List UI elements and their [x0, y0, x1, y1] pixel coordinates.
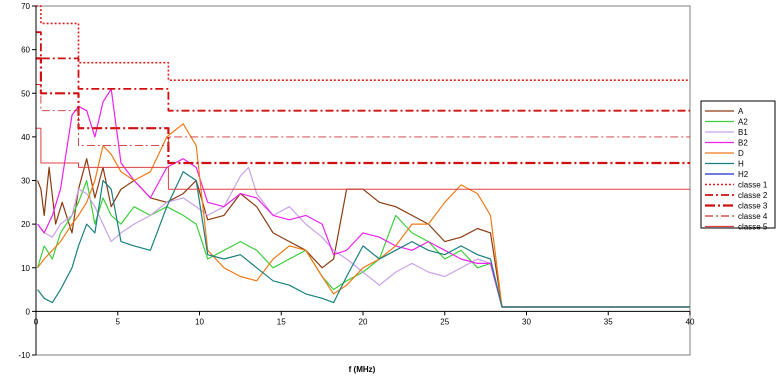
x-axis-title: f (MHz) [349, 365, 376, 374]
y-tick-label: 10 [21, 264, 30, 273]
x-tick-label: 30 [522, 317, 531, 326]
series-line-b1 [37, 166, 690, 308]
x-tick-label: 40 [686, 317, 695, 326]
legend-label: H2 [738, 170, 749, 179]
legend-label: classe 5 [738, 223, 768, 232]
y-tick-label: 40 [21, 133, 30, 142]
y-tick-label: 0 [26, 307, 31, 316]
legend-box [700, 100, 776, 229]
x-tick-label: 20 [359, 317, 368, 326]
plot-frame [35, 5, 691, 356]
x-tick-label: 0 [34, 317, 39, 326]
legend-label: classe 1 [738, 181, 768, 190]
plot-area [35, 5, 691, 356]
y-tick-label: 30 [21, 177, 30, 186]
series-line-d [37, 123, 690, 308]
x-tick-label: 35 [604, 317, 613, 326]
y-tick-label: 50 [21, 89, 30, 98]
legend-label: A [738, 107, 744, 116]
legend-label: classe 2 [738, 191, 768, 200]
legend-label: B2 [738, 139, 748, 148]
x-tick-label: 10 [195, 317, 204, 326]
y-tick-label: 60 [21, 46, 30, 55]
x-tick-label: 25 [440, 317, 449, 326]
series-line-classe-4 [36, 84, 690, 147]
y-tick-label: -10 [18, 351, 30, 360]
series-line-classe-5 [36, 127, 690, 190]
axes-layer: -10 0 10 20 30 40 50 60 70 0 5 10 15 20 25 30 35 40 [18, 2, 695, 360]
y-tick-label: 20 [21, 220, 30, 229]
series-line-h [37, 171, 690, 308]
y-tick-label: 70 [21, 2, 30, 11]
series-layer [36, 5, 690, 308]
x-tick-label: 5 [116, 317, 121, 326]
legend-label: classe 4 [738, 212, 768, 221]
legend-label: A2 [738, 118, 748, 127]
series-line-b2 [37, 88, 690, 308]
legend-label: B1 [738, 128, 748, 137]
x-tick-label: 15 [277, 317, 286, 326]
legend-label: H [738, 160, 744, 169]
series-line-classe-2 [36, 31, 690, 112]
legend-label: classe 3 [738, 202, 768, 211]
legend-label: D [738, 149, 744, 158]
